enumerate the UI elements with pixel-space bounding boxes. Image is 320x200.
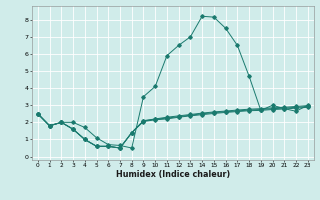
X-axis label: Humidex (Indice chaleur): Humidex (Indice chaleur) — [116, 170, 230, 179]
